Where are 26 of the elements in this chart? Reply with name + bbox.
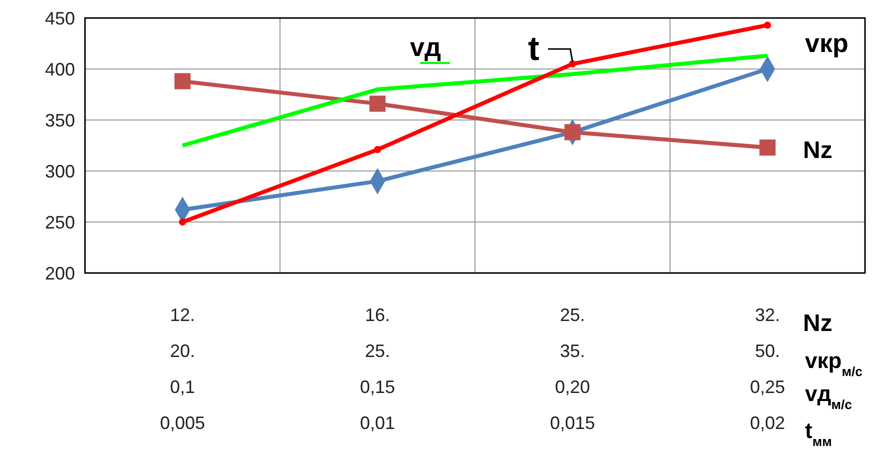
y-tick-label: 400 <box>44 59 75 80</box>
point <box>369 96 386 112</box>
y-tick-label: 200 <box>44 263 75 284</box>
point <box>174 73 191 90</box>
y-tick-label: 450 <box>44 8 75 28</box>
point <box>564 124 581 140</box>
point <box>764 22 772 29</box>
y-tick-label: 300 <box>44 161 75 182</box>
text: vд$_{м/с}$ <box>805 381 852 412</box>
text: Nz <box>803 310 832 337</box>
x-tick-label: 12. 20. 0,1 0,005 <box>160 305 206 433</box>
y-tick-label: 250 <box>44 212 75 232</box>
point <box>568 60 576 68</box>
x-tick-label: 16. 25. 0,15 0,01 <box>360 305 396 433</box>
point <box>374 146 382 154</box>
text: vкр$_{м/с}$ <box>805 348 862 378</box>
annotation: t <box>528 30 540 68</box>
point <box>759 139 776 156</box>
point <box>178 218 186 226</box>
x-tick-label: 25. 35. 0,20 0,015 <box>550 305 596 433</box>
x-tick-label: 32. 50. 0,25 0,02 <box>750 305 786 433</box>
y-tick-label: 350 <box>44 110 75 130</box>
text: t$_{мм}$ <box>805 418 832 448</box>
annotation: vкр <box>805 28 848 58</box>
annotation: vд <box>410 32 442 62</box>
annotation: Nz <box>803 137 832 164</box>
